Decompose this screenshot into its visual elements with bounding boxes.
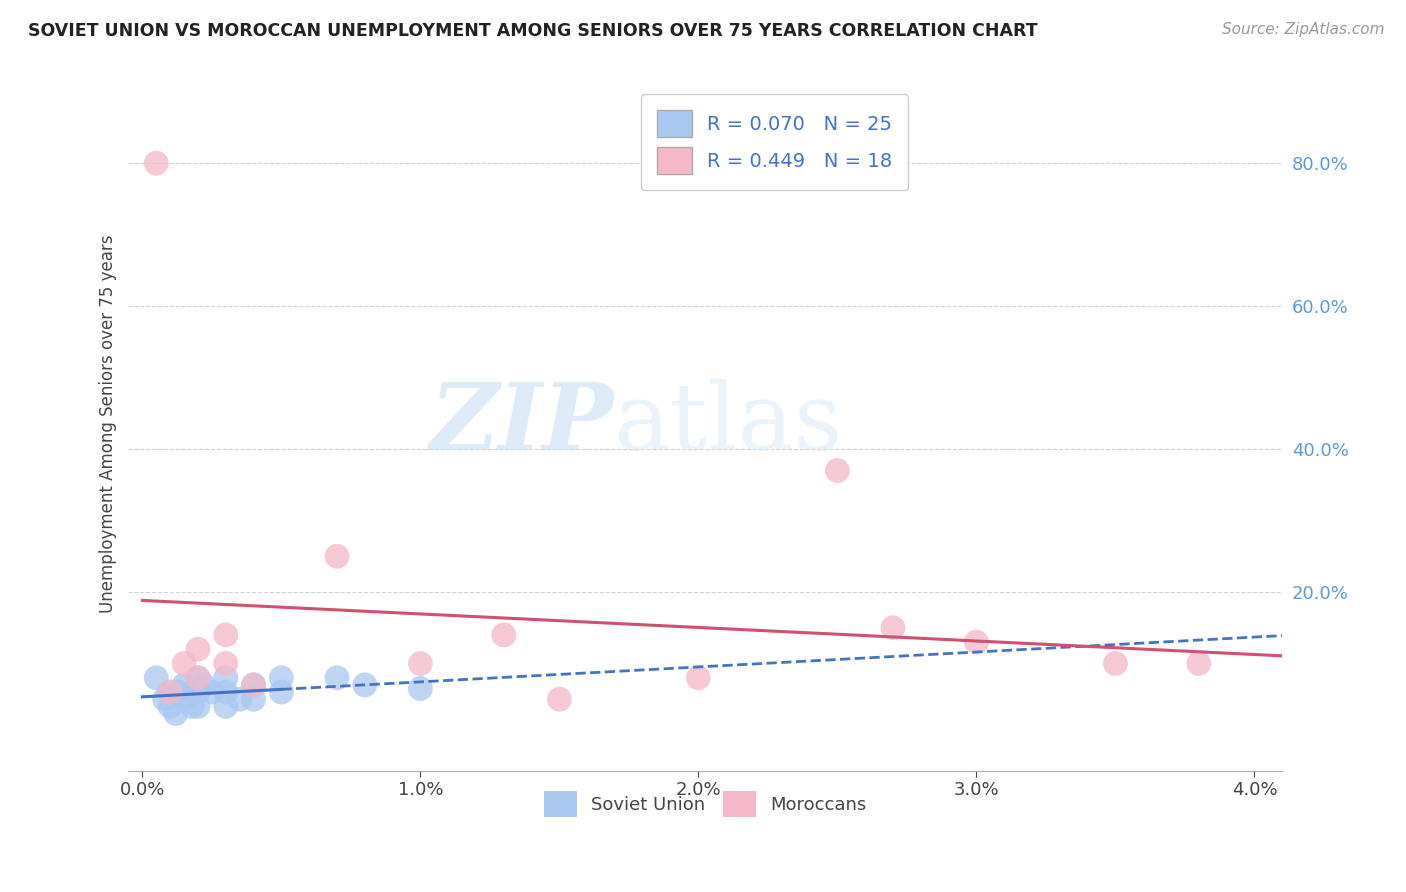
Point (173, 657, 195, 671)
Point (165, 706, 187, 721)
Point (201, 685, 224, 699)
Point (409, 657, 432, 671)
Point (215, 657, 238, 671)
Point (409, 681, 432, 696)
Point (145, 156, 167, 170)
Point (215, 685, 238, 699)
Point (187, 699, 209, 714)
Text: Source: ZipAtlas.com: Source: ZipAtlas.com (1222, 22, 1385, 37)
Point (827, 463, 849, 477)
Point (159, 685, 181, 699)
Point (492, 628, 515, 642)
Text: atlas: atlas (613, 379, 842, 469)
Point (159, 699, 181, 714)
Point (187, 642, 209, 657)
Point (153, 692, 176, 706)
Point (1104, 657, 1126, 671)
Point (193, 678, 215, 692)
Point (353, 678, 375, 692)
Point (688, 671, 710, 685)
Point (187, 671, 209, 685)
Point (145, 671, 167, 685)
Text: ZIP: ZIP (429, 379, 613, 469)
Point (228, 692, 250, 706)
Y-axis label: Unemployment Among Seniors over 75 years: Unemployment Among Seniors over 75 years (100, 235, 117, 614)
Point (270, 671, 292, 685)
Point (242, 678, 264, 692)
Point (215, 699, 238, 714)
Point (326, 549, 349, 564)
Point (242, 678, 264, 692)
Point (242, 692, 264, 706)
Point (548, 692, 571, 706)
Point (173, 692, 195, 706)
Point (270, 685, 292, 699)
Legend: Soviet Union, Moroccans: Soviet Union, Moroccans (537, 784, 873, 824)
Point (326, 671, 349, 685)
Point (215, 628, 238, 642)
Text: SOVIET UNION VS MOROCCAN UNEMPLOYMENT AMONG SENIORS OVER 75 YEARS CORRELATION CH: SOVIET UNION VS MOROCCAN UNEMPLOYMENT AM… (28, 22, 1038, 40)
Point (1188, 657, 1211, 671)
Point (181, 699, 204, 714)
Point (882, 621, 904, 635)
Point (173, 678, 195, 692)
Point (159, 685, 181, 699)
Point (187, 685, 209, 699)
Point (167, 685, 190, 699)
Point (187, 671, 209, 685)
Point (965, 635, 987, 649)
Point (215, 671, 238, 685)
